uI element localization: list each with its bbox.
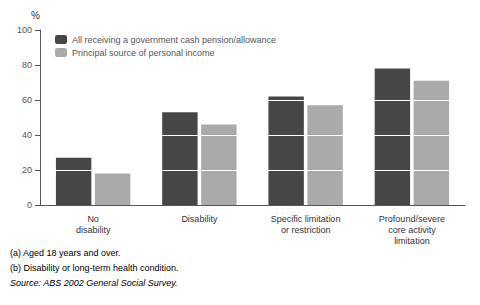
svg-text:Profound/severe: Profound/severe [379, 214, 445, 224]
svg-text:0: 0 [27, 200, 32, 210]
svg-text:(a) Aged 18 years and over.: (a) Aged 18 years and over. [10, 248, 121, 258]
svg-text:All receiving a government cas: All receiving a government cash pension/… [72, 35, 276, 45]
svg-text:or restriction: or restriction [281, 225, 331, 235]
svg-text:Source: ABS 2002 General Socia: Source: ABS 2002 General Social Survey. [10, 278, 178, 288]
svg-text:disability: disability [76, 225, 111, 235]
svg-text:Specific limitation: Specific limitation [271, 214, 341, 224]
svg-text:%: % [31, 10, 40, 21]
svg-text:No: No [87, 214, 99, 224]
svg-text:80: 80 [22, 60, 32, 70]
svg-text:60: 60 [22, 95, 32, 105]
svg-text:40: 40 [22, 130, 32, 140]
svg-text:core activity: core activity [388, 225, 436, 235]
svg-text:20: 20 [22, 165, 32, 175]
svg-text:(b) Disability or long-term he: (b) Disability or long-term health condi… [10, 263, 179, 273]
svg-text:limitation: limitation [394, 236, 430, 246]
svg-text:100: 100 [17, 25, 32, 35]
svg-text:Principal source of personal i: Principal source of personal income [72, 48, 215, 58]
svg-text:Disability: Disability [181, 214, 218, 224]
